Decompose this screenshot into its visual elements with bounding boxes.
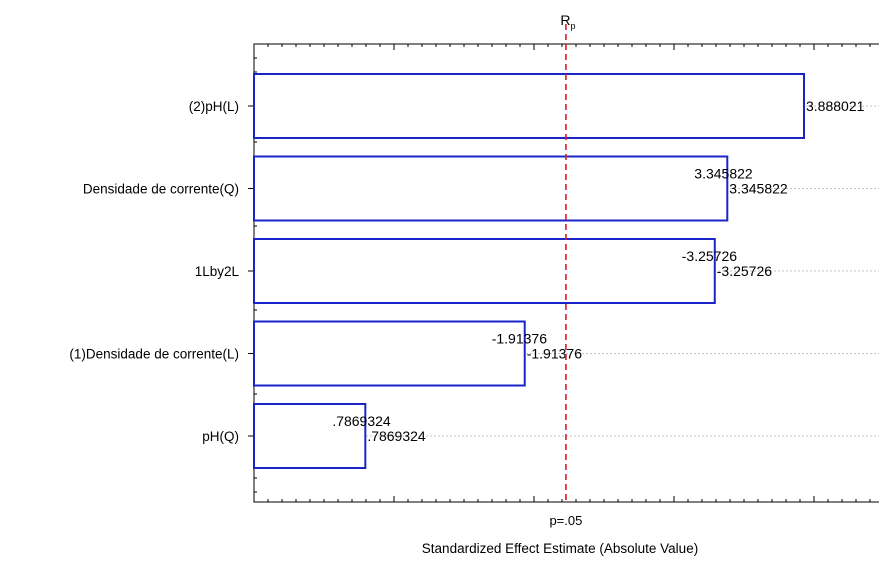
bar xyxy=(253,73,805,139)
bar-value-label: -3.25726 xyxy=(717,263,772,279)
category-label: (2)pH(L) xyxy=(189,99,239,114)
bar-value-label: 3.345822 xyxy=(729,181,788,197)
category-label: (1)Densidade de corrente(L) xyxy=(69,347,239,362)
bars xyxy=(253,73,805,469)
bar xyxy=(253,320,526,387)
bar-value-label-duplicate: -3.25726 xyxy=(682,248,737,264)
bar-value-label-duplicate: -1.91376 xyxy=(492,331,547,347)
category-label: Densidade de corrente(Q) xyxy=(83,182,239,197)
bar-value-label-duplicate: 3.345822 xyxy=(694,166,753,182)
bar xyxy=(253,155,729,222)
bar-value-label-duplicate: .7869324 xyxy=(332,413,391,429)
category-label: 1Lby2L xyxy=(195,264,240,279)
x-axis-label: Standardized Effect Estimate (Absolute V… xyxy=(422,541,698,556)
chart-title: Rp xyxy=(560,12,575,31)
bar-value-label: 3.888021 xyxy=(806,98,865,114)
bar xyxy=(253,238,716,304)
bar-value-label: -1.91376 xyxy=(527,346,582,362)
reference-line-label: p=.05 xyxy=(549,513,582,528)
category-label: pH(Q) xyxy=(202,429,239,444)
bar-value-label: .7869324 xyxy=(367,428,426,444)
bar xyxy=(253,403,367,469)
category-labels: (2)pH(L) Densidade de corrente(Q) 1Lby2L (1… xyxy=(69,99,239,444)
